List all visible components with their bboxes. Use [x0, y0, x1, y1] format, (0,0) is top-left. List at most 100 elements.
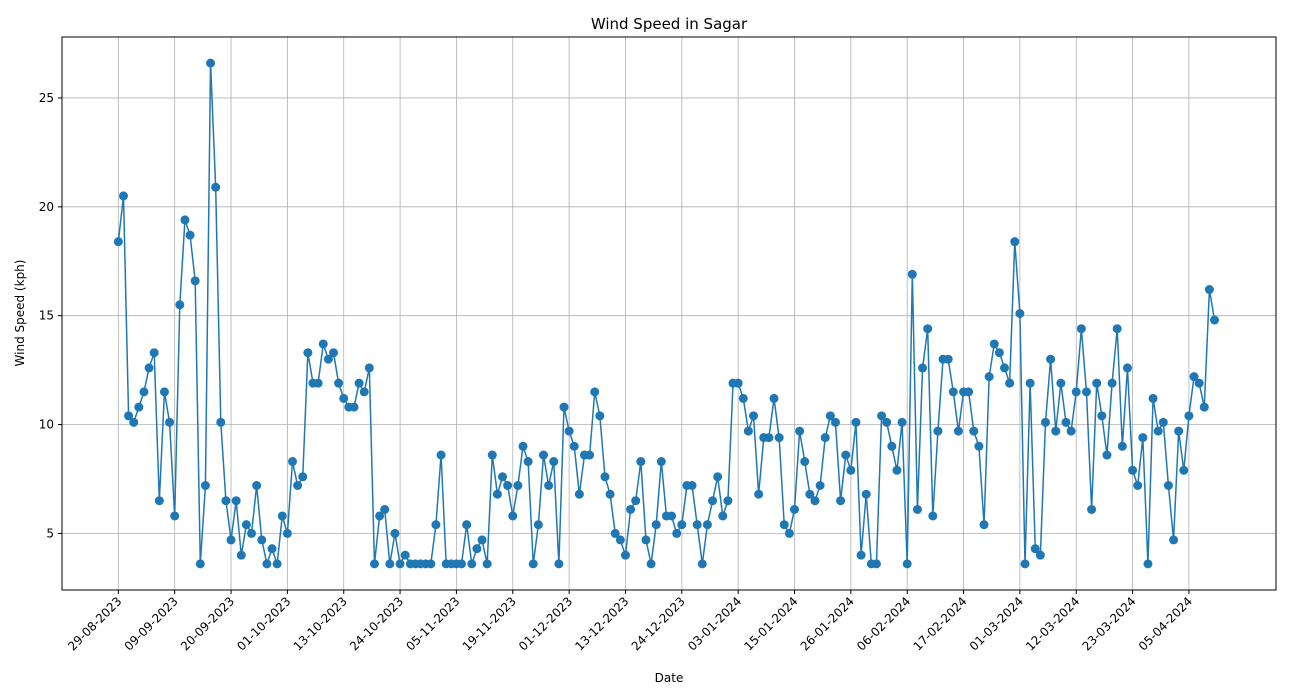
point [277, 511, 287, 521]
point [764, 433, 774, 443]
y-tick-label: 20 [39, 200, 54, 214]
point [328, 348, 338, 358]
point [477, 535, 487, 545]
point [523, 457, 533, 467]
point [851, 417, 861, 427]
point [426, 559, 436, 569]
point [354, 378, 364, 388]
point [564, 426, 574, 436]
point [129, 417, 139, 427]
point [508, 511, 518, 521]
point [738, 393, 748, 403]
point [539, 450, 549, 460]
point [518, 441, 528, 451]
point [467, 559, 477, 569]
point [918, 363, 928, 373]
point [1040, 417, 1050, 427]
plot-frame [61, 36, 1277, 591]
point [298, 472, 308, 482]
point [457, 559, 467, 569]
point [749, 411, 759, 421]
point [288, 457, 298, 467]
point [789, 504, 799, 514]
y-axis-label: Wind Speed (kph) [13, 260, 27, 367]
point [626, 504, 636, 514]
point [687, 480, 697, 490]
point [984, 372, 994, 382]
point [810, 496, 820, 506]
point [610, 528, 620, 538]
point [1128, 465, 1138, 475]
point [815, 480, 825, 490]
point [641, 535, 651, 545]
point [923, 324, 933, 334]
point [1092, 378, 1102, 388]
point [1199, 402, 1209, 412]
point [590, 387, 600, 397]
point [221, 496, 231, 506]
point [1051, 426, 1061, 436]
point [1117, 441, 1127, 451]
point [1184, 411, 1194, 421]
point [1148, 393, 1158, 403]
point [318, 339, 328, 349]
point [861, 489, 871, 499]
point [994, 348, 1004, 358]
point [733, 378, 743, 388]
point [513, 480, 523, 490]
point [1189, 372, 1199, 382]
point [569, 441, 579, 451]
point [871, 559, 881, 569]
point [784, 528, 794, 538]
point [1066, 426, 1076, 436]
point [672, 528, 682, 538]
point [620, 550, 630, 560]
point [708, 496, 718, 506]
point [1020, 559, 1030, 569]
point [544, 480, 554, 490]
point [846, 465, 856, 475]
y-tick-label: 10 [39, 418, 54, 432]
point [713, 472, 723, 482]
point [1046, 354, 1056, 364]
point [375, 511, 385, 521]
point [400, 550, 410, 560]
point [697, 559, 707, 569]
point [113, 237, 123, 247]
point [892, 465, 902, 475]
point [595, 411, 605, 421]
point [528, 559, 538, 569]
point [651, 520, 661, 530]
point [124, 411, 134, 421]
point [390, 528, 400, 538]
point [165, 417, 175, 427]
point [1030, 544, 1040, 554]
point [180, 215, 190, 225]
point [211, 182, 221, 192]
point [1000, 363, 1010, 373]
point [170, 511, 180, 521]
point [979, 520, 989, 530]
point [134, 402, 144, 412]
point [723, 496, 733, 506]
point [554, 559, 564, 569]
point [149, 348, 159, 358]
point [118, 191, 128, 201]
point [334, 378, 344, 388]
point [436, 450, 446, 460]
point [431, 520, 441, 530]
point [195, 559, 205, 569]
point [1122, 363, 1132, 373]
point [718, 511, 728, 521]
point [359, 387, 369, 397]
point [882, 417, 892, 427]
point [1061, 417, 1071, 427]
point [667, 511, 677, 521]
point [380, 504, 390, 514]
point [830, 417, 840, 427]
x-axis-label: Date [655, 671, 684, 685]
point [1005, 378, 1015, 388]
point [820, 433, 830, 443]
